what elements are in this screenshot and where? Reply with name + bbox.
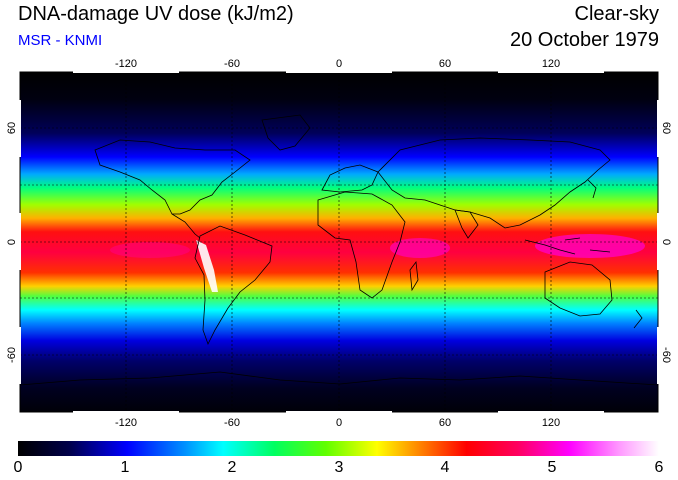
lon-label-top: 60 bbox=[439, 58, 451, 70]
sky-condition-label: Clear-sky bbox=[574, 3, 659, 25]
colorbar-label: 6 bbox=[654, 459, 664, 476]
source-label: MSR - KNMI bbox=[18, 32, 103, 49]
lat-label-left: 60 bbox=[6, 122, 18, 134]
hotspot-pacific bbox=[110, 242, 190, 258]
colorbar-label: 1 bbox=[120, 459, 130, 476]
lon-label-bottom: 120 bbox=[542, 417, 560, 429]
hotspot-andes bbox=[196, 240, 218, 292]
lon-label-bottom: -120 bbox=[115, 417, 137, 429]
colorbar-label: 2 bbox=[227, 459, 237, 476]
lat-label-left: -60 bbox=[6, 347, 18, 363]
colorbar bbox=[18, 441, 659, 456]
colorbar-label: 4 bbox=[440, 459, 450, 476]
lat-label-right: 60 bbox=[660, 122, 672, 134]
lat-label-right: -60 bbox=[660, 347, 672, 363]
lon-label-bottom: -60 bbox=[224, 417, 240, 429]
colorbar-label: 0 bbox=[13, 459, 23, 476]
date-label: 20 October 1979 bbox=[510, 29, 659, 51]
lat-label-right: 0 bbox=[660, 239, 672, 245]
lon-label-top: -120 bbox=[115, 58, 137, 70]
frame-ticks bbox=[18, 70, 660, 414]
hotspot-africa bbox=[390, 238, 450, 258]
map-title: DNA-damage UV dose (kJ/m2) bbox=[18, 3, 294, 25]
colorbar-label: 5 bbox=[547, 459, 557, 476]
lon-label-top: 120 bbox=[542, 58, 560, 70]
hotspot-indonesia bbox=[535, 234, 645, 258]
graticule bbox=[20, 72, 658, 412]
colorbar-label: 3 bbox=[334, 459, 344, 476]
coastlines bbox=[20, 114, 658, 386]
lat-label-left: 0 bbox=[6, 239, 18, 245]
lon-label-bottom: 0 bbox=[336, 417, 342, 429]
lon-label-top: 0 bbox=[336, 58, 342, 70]
lon-label-top: -60 bbox=[224, 58, 240, 70]
lon-label-bottom: 60 bbox=[439, 417, 451, 429]
